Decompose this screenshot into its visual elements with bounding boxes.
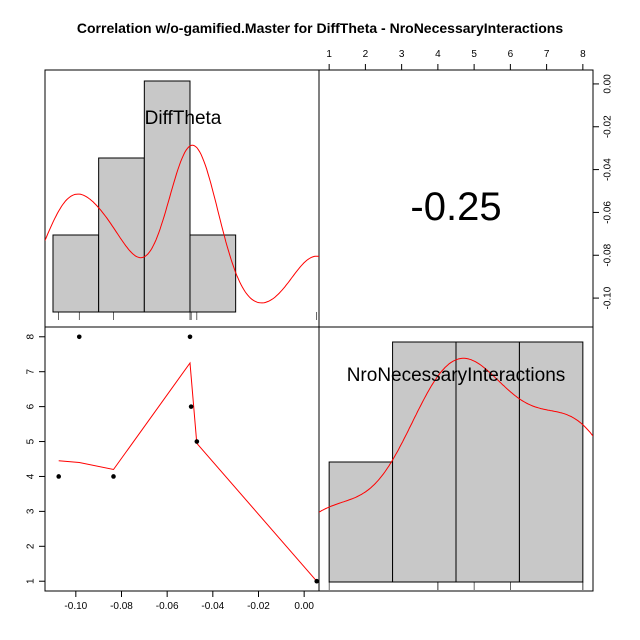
scatter-points bbox=[56, 334, 320, 584]
y-tick-label: 7 bbox=[26, 368, 37, 374]
top-tick-label: 2 bbox=[363, 49, 369, 60]
top-tick-label: 8 bbox=[580, 49, 586, 60]
hist-bar-nronecessaryinteractions bbox=[518, 341, 584, 583]
right-tick-label: 0.00 bbox=[603, 74, 614, 94]
diag-label-difftheta: DiffTheta bbox=[145, 108, 222, 129]
y-axis-right: 0.00 -0.02 -0.04 -0.06 -0.08 -0.10 bbox=[592, 74, 614, 309]
chart-title: Correlation w/o-gamified.Master for Diff… bbox=[76, 20, 564, 36]
scatter-point bbox=[111, 474, 116, 479]
scatter-point bbox=[314, 578, 320, 584]
x-tick-label: 0.00 bbox=[294, 601, 314, 612]
top-tick-label: 3 bbox=[399, 49, 405, 60]
diag-label-nronecessaryinteractions: NroNecessaryInteractions bbox=[347, 365, 566, 386]
y-tick-label: 2 bbox=[26, 543, 37, 549]
right-tick-label: -0.06 bbox=[603, 201, 614, 224]
top-tick-label: 1 bbox=[326, 49, 332, 60]
top-tick-label: 7 bbox=[544, 49, 550, 60]
hist-bar-difftheta bbox=[189, 234, 237, 313]
y-tick-label: 3 bbox=[26, 508, 37, 514]
hist-bar-nronecessaryinteractions bbox=[392, 341, 457, 583]
hist-bar-nronecessaryinteractions bbox=[328, 461, 394, 583]
top-tick-label: 5 bbox=[471, 49, 477, 60]
hist-bar-difftheta bbox=[98, 157, 145, 313]
x-axis-top: 1 2 3 4 5 6 7 8 bbox=[326, 49, 586, 71]
density-curve-difftheta bbox=[45, 144, 319, 304]
hist-bar-difftheta bbox=[143, 80, 191, 313]
y-tick-label: 8 bbox=[26, 334, 37, 340]
scatter-smoother-line bbox=[58, 361, 318, 582]
right-tick-label: -0.04 bbox=[603, 158, 614, 181]
x-tick-label: -0.06 bbox=[156, 601, 179, 612]
y-tick-label: 6 bbox=[26, 403, 37, 409]
panel-diag-bottom-right bbox=[318, 326, 594, 592]
correlation-value: -0.25 bbox=[410, 185, 501, 229]
top-tick-label: 6 bbox=[508, 49, 514, 60]
x-tick-label: -0.08 bbox=[110, 601, 133, 612]
hist-bar-difftheta bbox=[52, 234, 100, 313]
right-tick-label: -0.02 bbox=[603, 115, 614, 138]
y-tick-label: 5 bbox=[26, 438, 37, 444]
right-tick-label: -0.08 bbox=[603, 243, 614, 266]
scatter-point bbox=[194, 439, 200, 444]
right-tick-label: -0.10 bbox=[603, 286, 614, 309]
hist-bar-nronecessaryinteractions bbox=[455, 341, 520, 583]
x-tick-label: -0.02 bbox=[247, 601, 270, 612]
rug-difftheta bbox=[58, 312, 318, 320]
density-curve-nronecessaryinteractions bbox=[319, 357, 593, 513]
y-tick-label: 4 bbox=[26, 473, 37, 479]
y-tick-label: 1 bbox=[26, 578, 37, 584]
scatter-point bbox=[187, 334, 193, 340]
histogram-difftheta bbox=[52, 80, 237, 313]
rug-nronecessaryinteractions bbox=[328, 582, 584, 590]
panel-lower-left bbox=[44, 326, 320, 592]
x-axis-bottom: -0.10 -0.08 -0.06 -0.04 -0.02 0.00 bbox=[64, 590, 314, 612]
top-tick-label: 4 bbox=[435, 49, 441, 60]
scatter-point bbox=[188, 404, 194, 409]
histogram-nronecessaryinteractions bbox=[328, 341, 584, 583]
scatter-point bbox=[76, 334, 82, 340]
y-axis-left: 1 2 3 4 5 6 7 8 bbox=[26, 334, 46, 584]
x-tick-label: -0.10 bbox=[64, 601, 87, 612]
x-tick-label: -0.04 bbox=[201, 601, 224, 612]
scatter-point bbox=[56, 474, 61, 479]
